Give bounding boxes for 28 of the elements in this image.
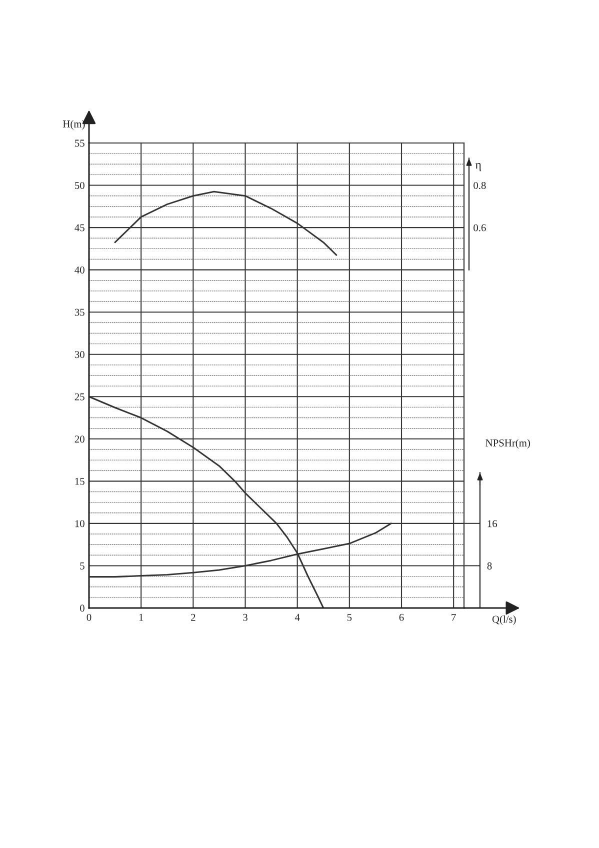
y2-tick-label: 0.8 — [474, 182, 486, 190]
y-axis-title: H(m) — [62, 120, 85, 130]
y-tick-label: 5 — [80, 562, 84, 570]
x-tick-label: 3 — [243, 614, 248, 621]
y2-tick-label: 0.6 — [474, 224, 486, 232]
y-tick-label: 55 — [75, 140, 84, 147]
y3-tick-label: 16 — [488, 520, 498, 528]
x-tick-label: 1 — [139, 614, 144, 621]
x-axis-title: Q(l/s) — [492, 615, 516, 625]
y-tick-label: 0 — [80, 604, 84, 612]
y-tick-label: 45 — [74, 224, 84, 232]
y-tick-label: 30 — [74, 351, 84, 358]
y2-axis-title: η — [475, 163, 481, 172]
y-tick-label: 20 — [74, 436, 84, 443]
y-tick-label: 15 — [75, 478, 84, 485]
y-tick-label: 50 — [75, 182, 84, 189]
y-tick-label: 35 — [74, 308, 84, 316]
y3-axis-title: NPSHr(m) — [486, 439, 530, 449]
y-tick-label: 25 — [74, 393, 84, 400]
x-tick-label: 4 — [294, 614, 300, 621]
y-tick-label: 40 — [74, 266, 84, 274]
y-tick-label: 10 — [75, 520, 84, 528]
x-tick-label: 0 — [86, 614, 92, 621]
x-tick-label: 6 — [399, 614, 404, 621]
x-tick-label: 5 — [347, 614, 352, 621]
x-tick-label: 2 — [191, 614, 196, 621]
y3-tick-label: 8 — [487, 562, 492, 570]
x-tick-label: 7 — [452, 614, 456, 621]
